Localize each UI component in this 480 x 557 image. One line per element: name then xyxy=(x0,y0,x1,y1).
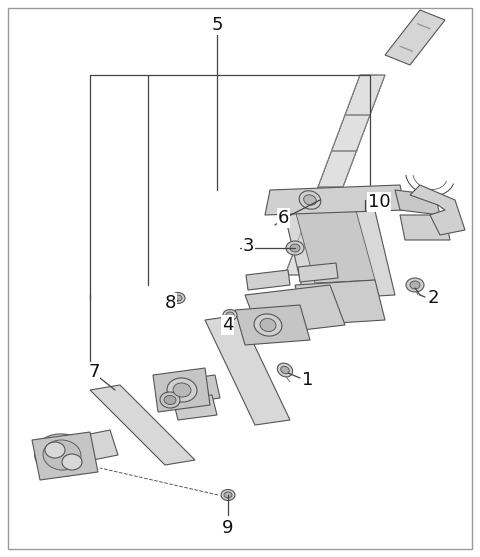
Ellipse shape xyxy=(174,295,182,301)
Polygon shape xyxy=(153,368,210,412)
Polygon shape xyxy=(395,190,440,215)
Ellipse shape xyxy=(226,312,234,318)
Polygon shape xyxy=(280,190,395,300)
Ellipse shape xyxy=(254,314,282,336)
Polygon shape xyxy=(295,207,375,283)
Ellipse shape xyxy=(223,310,237,320)
Ellipse shape xyxy=(173,383,191,397)
Ellipse shape xyxy=(281,366,289,374)
Text: 2: 2 xyxy=(428,289,440,307)
Ellipse shape xyxy=(45,442,65,458)
Ellipse shape xyxy=(171,292,185,304)
Text: 10: 10 xyxy=(368,193,391,211)
Ellipse shape xyxy=(160,392,180,408)
Ellipse shape xyxy=(277,363,293,377)
Ellipse shape xyxy=(164,395,176,404)
Polygon shape xyxy=(90,385,195,465)
Polygon shape xyxy=(298,263,338,282)
Polygon shape xyxy=(246,270,290,290)
Polygon shape xyxy=(295,280,385,325)
Ellipse shape xyxy=(62,454,82,470)
Ellipse shape xyxy=(260,319,276,331)
Ellipse shape xyxy=(221,490,235,501)
Polygon shape xyxy=(285,75,385,275)
Ellipse shape xyxy=(290,244,300,252)
Polygon shape xyxy=(173,395,217,420)
Text: 1: 1 xyxy=(302,371,313,389)
Polygon shape xyxy=(235,305,310,345)
Polygon shape xyxy=(385,10,445,65)
Ellipse shape xyxy=(35,434,89,476)
Text: 3: 3 xyxy=(243,237,254,255)
Polygon shape xyxy=(400,215,450,240)
Text: 6: 6 xyxy=(278,209,289,227)
Ellipse shape xyxy=(286,241,304,255)
Text: 8: 8 xyxy=(165,294,176,312)
Ellipse shape xyxy=(43,440,81,470)
Polygon shape xyxy=(178,375,220,403)
Ellipse shape xyxy=(167,378,197,402)
Ellipse shape xyxy=(299,190,321,209)
Ellipse shape xyxy=(406,278,424,292)
Polygon shape xyxy=(410,185,465,235)
Polygon shape xyxy=(245,285,345,335)
Polygon shape xyxy=(85,430,118,460)
Text: 7: 7 xyxy=(88,363,99,381)
Polygon shape xyxy=(32,432,98,480)
Ellipse shape xyxy=(224,492,232,498)
Text: 4: 4 xyxy=(222,316,233,334)
Polygon shape xyxy=(265,185,405,215)
Polygon shape xyxy=(205,315,290,425)
Ellipse shape xyxy=(304,195,316,205)
Text: 5: 5 xyxy=(211,16,223,34)
Ellipse shape xyxy=(410,281,420,289)
Text: 9: 9 xyxy=(222,519,234,537)
